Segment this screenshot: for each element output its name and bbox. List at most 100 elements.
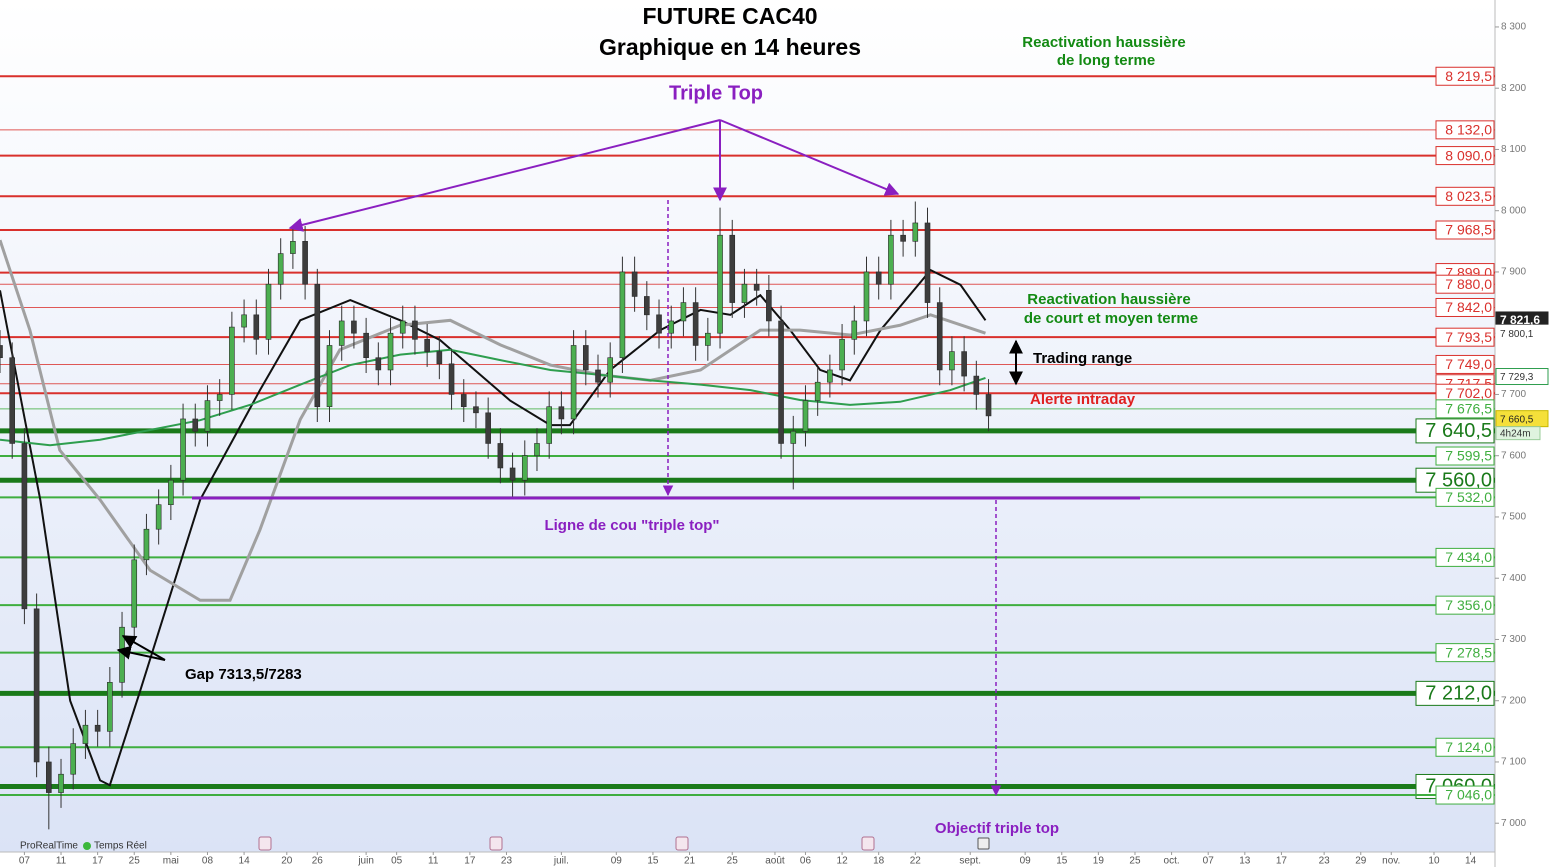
annotation: Reactivation haussière <box>1027 291 1190 308</box>
x-tick-label: 05 <box>391 856 403 867</box>
x-tick-label: 14 <box>1465 856 1477 867</box>
candle-body <box>412 320 418 340</box>
candle-body <box>229 326 235 395</box>
level-label: 8 219,5 <box>1445 68 1492 84</box>
level-label: 8 090,0 <box>1445 147 1492 163</box>
level-label: 7 640,5 <box>1425 420 1492 442</box>
level-label-box <box>1435 186 1495 206</box>
x-tick-label: 26 <box>312 856 324 867</box>
x-tick-label: juin <box>357 856 374 867</box>
candle-body <box>973 375 980 395</box>
candle-body <box>363 332 369 359</box>
moving-average <box>0 348 986 447</box>
price-tag-box <box>1495 324 1549 342</box>
candle-body <box>265 283 272 340</box>
y-tick-label: 7 000 <box>1501 818 1526 829</box>
level-label-box <box>1435 146 1495 166</box>
annotation: Objectif triple top <box>935 820 1059 837</box>
candle-body <box>582 345 589 371</box>
level-label: 7 702,0 <box>1445 385 1492 401</box>
price-tag: 7 821,6 <box>1500 313 1540 327</box>
realtime-label: Temps Réel <box>94 841 147 852</box>
x-tick-label: 08 <box>202 856 214 867</box>
candle-body <box>949 351 955 371</box>
annotation: Ligne de cou "triple top" <box>544 517 719 534</box>
candle-body <box>338 320 345 346</box>
x-tick-label: oct. <box>1164 856 1180 867</box>
gap-arrow <box>121 635 166 661</box>
level-label-box <box>1435 399 1495 419</box>
annotation: Alerte intraday <box>1030 391 1136 408</box>
x-tick-label: août <box>765 856 785 867</box>
candle-body <box>131 559 138 628</box>
candle-body <box>241 314 247 328</box>
countdown-box <box>1495 426 1541 441</box>
level-label-box <box>1435 66 1495 86</box>
price-tag: 7 660,5 <box>1500 414 1534 425</box>
candle-body <box>436 351 443 365</box>
candle-body <box>546 406 552 444</box>
level-label-box <box>1435 446 1495 466</box>
candle-body <box>521 455 528 481</box>
x-tick-label: 07 <box>1203 856 1215 867</box>
y-tick-label: 7 200 <box>1501 695 1526 706</box>
candle-body <box>534 443 540 457</box>
candle-body <box>985 394 992 417</box>
level-label-box <box>1435 737 1495 757</box>
candle-body <box>192 418 199 432</box>
level-label: 7 124,0 <box>1445 739 1492 755</box>
candle-body <box>216 394 223 401</box>
level-label: 7 046,0 <box>1445 787 1492 803</box>
triple-top-arrow <box>719 119 900 196</box>
y-tick-label: 7 300 <box>1501 634 1526 645</box>
level-label: 7 212,0 <box>1425 683 1492 705</box>
candle-body <box>619 271 626 359</box>
candle-body <box>9 357 16 444</box>
x-tick-label: 12 <box>837 856 849 867</box>
candle-body <box>851 320 858 340</box>
candle-body <box>399 320 406 334</box>
y-tick-label: 8 300 <box>1501 22 1526 33</box>
annotation: Trading range <box>1033 350 1132 367</box>
level-label: 7 749,0 <box>1445 356 1492 372</box>
candle-body <box>729 234 736 303</box>
candle-body <box>875 271 882 285</box>
level-label: 7 560,0 <box>1425 469 1492 491</box>
candle-body <box>448 363 455 395</box>
level-label-box <box>1435 547 1495 567</box>
candle-body <box>21 443 28 610</box>
event-marker <box>489 836 503 851</box>
price-tag: 7 800,1 <box>1500 329 1534 340</box>
x-tick-label: 19 <box>1093 856 1105 867</box>
x-tick-label: 17 <box>464 856 476 867</box>
levels: 8 219,58 132,08 090,08 023,57 968,57 899… <box>0 66 1495 805</box>
level-label: 7 599,5 <box>1445 448 1492 464</box>
candle-body <box>912 222 919 242</box>
candle-body <box>460 394 467 408</box>
candle-body <box>680 302 687 322</box>
level-label: 7 968,5 <box>1445 222 1492 238</box>
candle-body <box>570 345 577 420</box>
level-label: 7 842,0 <box>1445 299 1492 315</box>
drawings <box>83 119 1140 851</box>
event-marker <box>258 836 272 851</box>
level-label-box <box>1415 418 1495 444</box>
candle-body <box>717 234 723 334</box>
realtime-dot <box>83 842 91 850</box>
candle-body <box>790 430 797 444</box>
level-label-box <box>1435 487 1495 507</box>
x-tick-label: 20 <box>281 856 293 867</box>
x-tick-label: 23 <box>1319 856 1331 867</box>
candle-body <box>924 222 931 303</box>
x-tick-label: 23 <box>501 856 513 867</box>
candle-body <box>558 406 565 420</box>
gap-arrow <box>116 645 166 661</box>
candle-body <box>58 773 64 793</box>
x-tick-label: nov. <box>1382 856 1400 867</box>
candle-body <box>155 504 162 530</box>
chart-subtitle: Graphique en 14 heures <box>599 34 861 60</box>
x-tick-label: 09 <box>611 856 623 867</box>
candle-body <box>839 339 845 371</box>
candle-body <box>314 283 321 408</box>
